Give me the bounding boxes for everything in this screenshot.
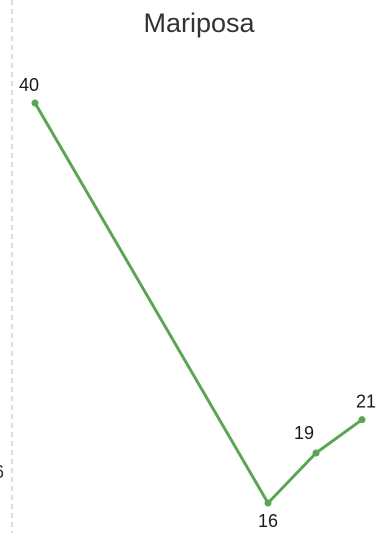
data-point — [264, 499, 272, 507]
data-label: 40 — [19, 75, 39, 95]
series-line — [33, 101, 364, 505]
data-point — [312, 449, 320, 457]
chart-title: Mariposa — [143, 8, 255, 38]
y-tick-label: 6 — [0, 462, 4, 482]
data-label: 19 — [294, 423, 314, 443]
data-point — [358, 416, 366, 424]
data-label: 21 — [356, 392, 376, 412]
data-labels: 40 16 19 21 — [19, 75, 376, 531]
data-points — [31, 99, 366, 507]
data-label: 16 — [258, 511, 278, 531]
data-point — [31, 99, 39, 107]
